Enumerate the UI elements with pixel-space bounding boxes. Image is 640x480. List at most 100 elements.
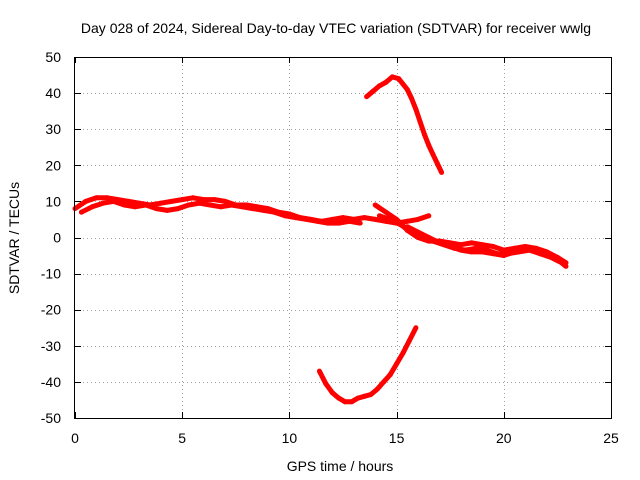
data-point [342, 399, 348, 405]
data-point [346, 218, 352, 224]
data-point [447, 244, 453, 249]
data-point [372, 216, 378, 222]
data-point [304, 216, 310, 222]
y-tick-label: 10 [45, 193, 61, 209]
data-point [132, 204, 138, 210]
data-point [83, 198, 89, 204]
data-point [387, 216, 393, 222]
data-point [357, 220, 363, 226]
data-point [559, 260, 565, 266]
data-point [349, 399, 355, 405]
series-group [72, 74, 569, 405]
data-point [376, 83, 382, 89]
data-point [207, 202, 213, 208]
y-tick-label: 40 [45, 85, 61, 101]
data-point [400, 81, 406, 87]
data-point [426, 213, 432, 219]
x-tick-label: 10 [282, 430, 298, 446]
data-point [179, 197, 185, 203]
data-point [368, 392, 374, 397]
data-point [548, 254, 554, 260]
data-point [201, 197, 207, 203]
data-point [407, 337, 412, 343]
data-point [426, 142, 432, 148]
x-tick-label: 20 [496, 430, 512, 446]
data-point [323, 381, 329, 387]
data-point [376, 213, 382, 219]
data-point [229, 202, 234, 208]
data-point [111, 198, 117, 204]
data-point [222, 198, 228, 204]
data-point [186, 202, 192, 208]
data-point [355, 395, 361, 401]
data-point [78, 209, 84, 215]
data-point [121, 202, 127, 208]
data-point [479, 249, 485, 255]
data-point [400, 350, 406, 356]
data-point [104, 195, 110, 201]
chart-title: Day 028 of 2024, Sidereal Day-to-day VTE… [81, 20, 591, 36]
y-axis-label: SDTVAR / TECUs [6, 182, 22, 294]
data-point [361, 215, 367, 221]
y-tick-label: -40 [41, 374, 61, 390]
data-point [490, 244, 496, 249]
y-tick-label: -10 [41, 266, 61, 282]
data-point [361, 393, 367, 399]
data-point [430, 152, 436, 157]
data-point [364, 94, 370, 100]
data-point [512, 249, 517, 255]
data-point [422, 132, 427, 138]
data-point [164, 207, 170, 213]
data-point [490, 251, 496, 257]
data-point [469, 240, 475, 246]
data-point [282, 213, 288, 219]
data-point [537, 251, 543, 257]
data-point [93, 195, 99, 201]
data-point [413, 106, 419, 112]
data-point [336, 395, 342, 401]
x-tick-label: 25 [603, 430, 619, 446]
data-point [389, 74, 395, 80]
data-point [398, 222, 404, 228]
y-tick-label: 30 [45, 121, 61, 137]
data-point [501, 253, 507, 258]
data-point [372, 202, 378, 208]
x-axis-label: GPS time / hours [287, 458, 394, 474]
data-point [417, 119, 423, 125]
data-point [239, 204, 245, 210]
x-tick-label: 5 [178, 430, 186, 446]
y-tick-label: 20 [45, 157, 61, 173]
data-point [522, 247, 528, 253]
data-point [409, 96, 415, 101]
series-track-lower-arc [317, 326, 419, 405]
data-point [175, 206, 181, 212]
data-point [261, 207, 267, 213]
data-point [126, 198, 132, 204]
y-tick-label: -20 [41, 302, 61, 318]
data-point [169, 198, 174, 204]
data-point [314, 218, 320, 224]
data-point [458, 247, 464, 253]
data-point [370, 88, 376, 94]
data-point [154, 206, 159, 212]
data-point [325, 220, 331, 226]
data-point [383, 79, 389, 85]
series-track-upper-arc [364, 74, 444, 174]
axis-ticks: 0 5 10 15 20 25 -50 -40 -30 -20 -10 0 10 20 30 40 50 [41, 49, 619, 446]
data-point [158, 200, 164, 206]
plot-frame [74, 57, 612, 419]
data-point [415, 216, 421, 222]
data-point [413, 325, 419, 331]
data-point [211, 197, 217, 203]
data-point [437, 240, 442, 246]
data-point [527, 247, 532, 253]
data-point [381, 379, 387, 385]
data-point [394, 361, 400, 367]
data-point [563, 263, 569, 269]
data-point [396, 76, 402, 82]
data-point [143, 202, 149, 208]
data-point [196, 200, 202, 206]
data-point [479, 242, 485, 248]
data-point [404, 87, 410, 92]
